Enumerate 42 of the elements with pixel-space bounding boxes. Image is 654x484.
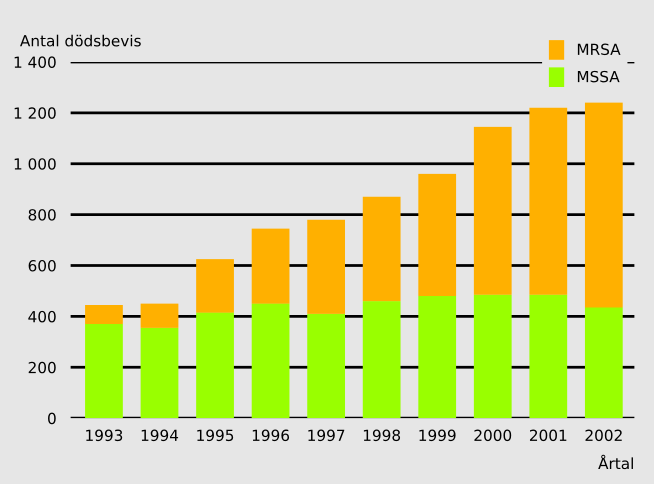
y-tick-label: 1 400 [14, 56, 56, 68]
bar [252, 228, 290, 304]
x-tick-label: 1994 [142, 430, 178, 442]
x-tick-label: 1993 [86, 430, 122, 442]
bar [140, 328, 178, 418]
x-tick-label: 1999 [419, 430, 456, 442]
x-tick-label: 1997 [308, 430, 344, 442]
bar [418, 296, 456, 418]
bar [196, 259, 234, 313]
legend-label: MRSA [578, 44, 620, 56]
y-tick-label: 600 [28, 260, 56, 272]
bar [307, 314, 346, 418]
bar [252, 304, 290, 418]
bar [196, 312, 234, 418]
legend-label: MSSA [578, 70, 620, 82]
bar [529, 294, 568, 418]
y-tick-label: 800 [28, 209, 56, 221]
x-tick-label: 2002 [586, 430, 622, 442]
x-tick-label: 1995 [197, 430, 234, 442]
bar [307, 220, 346, 314]
y-tick-label: 0 [48, 412, 56, 424]
bar [418, 174, 456, 296]
bar [362, 196, 401, 302]
x-tick-label: 2001 [530, 430, 566, 442]
x-axis-title: Årtal [598, 454, 633, 470]
bar [85, 324, 123, 418]
y-tick-label: 200 [28, 362, 56, 374]
bar [529, 108, 568, 295]
bar [474, 126, 512, 295]
y-tick-label: 1 000 [14, 158, 56, 170]
y-tick-label: 1 200 [14, 107, 56, 119]
bar [362, 301, 401, 418]
bar [584, 102, 623, 308]
bar [85, 304, 123, 324]
x-tick-label: 1996 [252, 430, 290, 442]
y-axis-title: Antal dödsbevis [20, 34, 141, 47]
bar [584, 307, 623, 418]
x-tick-label: 2000 [474, 430, 512, 442]
bar [474, 294, 512, 418]
y-tick-label: 400 [28, 310, 56, 322]
x-tick-label: 1998 [364, 430, 400, 442]
bar [140, 304, 178, 328]
